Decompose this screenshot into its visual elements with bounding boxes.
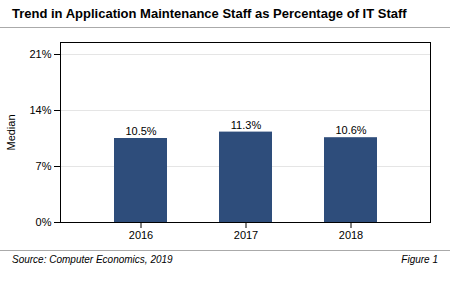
- html-text:Source: Computer Economics, 20: Source: Computer Economics, 2019: [12, 253, 173, 265]
- svg-text:14%: 14%: [29, 104, 51, 116]
- svg-text:21%: 21%: [29, 48, 51, 60]
- svg-text:0%: 0%: [36, 216, 52, 228]
- html-text:Trend in Application Maintenan: Trend in Application Maintenance Staff a…: [12, 6, 407, 21]
- svg-text:7%: 7%: [36, 160, 52, 172]
- svg-text:11.3%: 11.3%: [231, 119, 262, 131]
- html-text:Figure 1: Figure 1: [401, 253, 438, 265]
- svg-text:2017: 2017: [234, 229, 258, 241]
- svg-text:Median: Median: [5, 114, 17, 150]
- svg-text:10.5%: 10.5%: [125, 125, 156, 137]
- svg-text:2016: 2016: [129, 229, 153, 241]
- svg-text:2018: 2018: [339, 229, 363, 241]
- svg-text:10.6%: 10.6%: [335, 124, 366, 136]
